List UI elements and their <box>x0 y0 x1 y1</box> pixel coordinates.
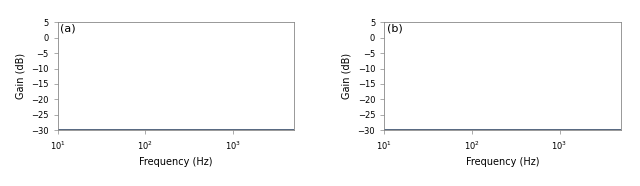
Y-axis label: Gain (dB): Gain (dB) <box>15 53 26 99</box>
X-axis label: Frequency (Hz): Frequency (Hz) <box>139 157 212 167</box>
Text: (a): (a) <box>60 23 76 33</box>
X-axis label: Frequency (Hz): Frequency (Hz) <box>466 157 540 167</box>
Y-axis label: Gain (dB): Gain (dB) <box>342 53 352 99</box>
Text: (b): (b) <box>387 23 403 33</box>
